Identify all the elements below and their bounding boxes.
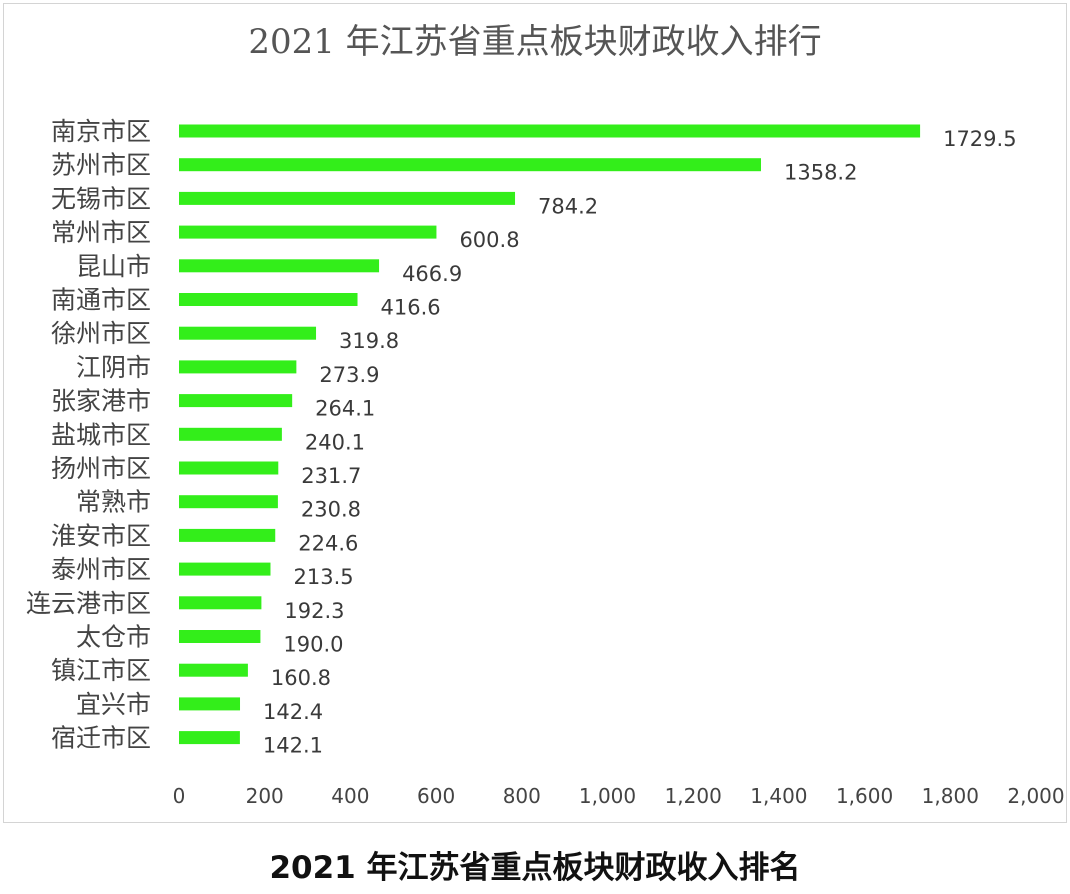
value-label: 784.2 bbox=[538, 194, 598, 218]
bar bbox=[179, 158, 761, 172]
x-tick-label: 1,600 bbox=[836, 784, 893, 808]
bar bbox=[179, 630, 261, 643]
value-label: 600.8 bbox=[459, 228, 519, 252]
category-label: 淮安市区 bbox=[51, 521, 151, 550]
bar bbox=[179, 427, 282, 441]
x-tick-label: 1,200 bbox=[665, 784, 722, 808]
bar bbox=[179, 528, 276, 542]
bar bbox=[179, 394, 293, 408]
category-label: 太仓市 bbox=[76, 623, 151, 652]
x-tick-label: 600 bbox=[417, 784, 455, 808]
category-label: 盐城市区 bbox=[51, 420, 151, 449]
category-label: 江阴市 bbox=[76, 353, 151, 382]
page-caption: 2021 年江苏省重点板块财政收入排名 bbox=[269, 850, 801, 886]
value-label: 264.1 bbox=[315, 397, 375, 421]
x-tick-label: 200 bbox=[246, 784, 284, 808]
bar bbox=[179, 225, 437, 239]
category-label: 泰州市区 bbox=[51, 555, 151, 584]
x-tick-label: 400 bbox=[331, 784, 369, 808]
x-tick-label: 800 bbox=[503, 784, 541, 808]
category-label: 扬州市区 bbox=[51, 454, 151, 483]
bar bbox=[179, 293, 358, 306]
value-label: 1729.5 bbox=[943, 127, 1016, 151]
x-tick-label: 1,800 bbox=[922, 784, 979, 808]
bar bbox=[179, 326, 317, 340]
bar bbox=[179, 495, 278, 509]
category-label: 张家港市 bbox=[51, 387, 151, 416]
x-tick-label: 1,000 bbox=[579, 784, 636, 808]
x-tick-label: 1,400 bbox=[750, 784, 807, 808]
category-label: 南通市区 bbox=[51, 286, 151, 315]
bar bbox=[179, 124, 921, 138]
bar bbox=[179, 259, 380, 273]
value-label: 231.7 bbox=[301, 464, 361, 488]
category-label: 连云港市区 bbox=[26, 589, 151, 618]
category-label: 宜兴市 bbox=[76, 690, 151, 719]
bar bbox=[179, 596, 262, 610]
bar bbox=[179, 360, 297, 374]
value-label: 142.1 bbox=[263, 734, 323, 758]
value-label: 142.4 bbox=[263, 700, 323, 724]
value-label: 190.0 bbox=[283, 633, 343, 657]
category-label: 昆山市 bbox=[76, 252, 151, 281]
category-label: 徐州市区 bbox=[51, 319, 151, 348]
category-label: 宿迁市区 bbox=[51, 724, 151, 753]
value-label: 273.9 bbox=[319, 363, 379, 387]
bar bbox=[179, 663, 248, 677]
category-label: 无锡市区 bbox=[51, 184, 151, 213]
value-label: 319.8 bbox=[339, 329, 399, 353]
category-label: 镇江市区 bbox=[51, 656, 151, 685]
value-label: 213.5 bbox=[293, 565, 353, 589]
chart-frame bbox=[3, 3, 1067, 823]
x-tick-label: 0 bbox=[173, 784, 186, 808]
category-label: 常州市区 bbox=[51, 218, 151, 247]
bar bbox=[179, 562, 271, 576]
bar bbox=[179, 731, 240, 745]
bar bbox=[179, 191, 516, 205]
value-label: 466.9 bbox=[402, 262, 462, 286]
value-label: 240.1 bbox=[305, 430, 365, 454]
value-label: 160.8 bbox=[271, 666, 331, 690]
bar-chart: 南京市区 1729.5 苏州市区 1358.2 无锡市区 784.2 常州市区 600.8 昆山… bbox=[26, 117, 1065, 808]
bar bbox=[179, 461, 279, 475]
value-label: 230.8 bbox=[301, 498, 361, 522]
category-label: 常熟市 bbox=[76, 488, 151, 517]
x-tick-label: 2,000 bbox=[1007, 784, 1064, 808]
value-label: 416.6 bbox=[381, 296, 441, 320]
category-label: 苏州市区 bbox=[51, 151, 151, 180]
value-label: 1358.2 bbox=[784, 161, 857, 185]
value-label: 192.3 bbox=[284, 599, 344, 623]
category-label: 南京市区 bbox=[51, 117, 151, 146]
value-label: 224.6 bbox=[298, 531, 358, 555]
chart-title: 2021 年江苏省重点板块财政收入排行 bbox=[248, 22, 822, 62]
bar bbox=[179, 697, 241, 711]
